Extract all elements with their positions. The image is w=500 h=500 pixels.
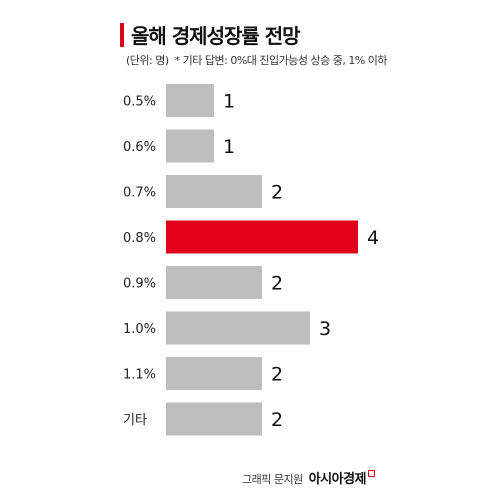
category-label: 0.5% xyxy=(123,95,156,110)
bar xyxy=(166,220,358,254)
chart-subtitle: (단위: 명) * 기타 답변: 0%대 진입가능성 상승 중, 1% 이하 xyxy=(126,52,388,68)
graphic-credit: 그래픽 문지원 xyxy=(242,473,303,486)
bar xyxy=(166,175,262,208)
category-label: 0.8% xyxy=(123,231,156,246)
bar xyxy=(166,266,262,299)
category-label: 0.6% xyxy=(123,140,156,155)
value-label: 4 xyxy=(367,227,379,249)
value-label: 2 xyxy=(271,273,283,295)
value-label: 2 xyxy=(271,364,283,386)
category-label: 1.0% xyxy=(123,322,156,337)
category-label: 1.1% xyxy=(123,368,156,383)
bar xyxy=(166,129,214,163)
value-label: 2 xyxy=(271,182,283,204)
credit-line: 그래픽 문지원 아시아경제 xyxy=(242,468,376,487)
category-label: 0.7% xyxy=(123,186,156,201)
chart-title: 올해 경제성장률 전망 xyxy=(131,24,301,48)
unit-label: (단위: 명) xyxy=(126,54,169,67)
bar xyxy=(166,402,262,436)
footnote-label: * 기타 답변: 0%대 진입가능성 상승 중, 1% 이하 xyxy=(174,54,388,67)
value-label: 2 xyxy=(271,409,283,431)
value-label: 3 xyxy=(319,318,331,340)
brand-mark-icon xyxy=(368,470,376,477)
brand-name: 아시아경제 xyxy=(308,472,367,487)
bar xyxy=(166,357,262,390)
value-label: 1 xyxy=(223,91,235,113)
bar xyxy=(166,311,310,345)
bar xyxy=(166,84,214,117)
category-label: 기타 xyxy=(123,413,147,428)
category-label: 0.9% xyxy=(123,277,156,292)
value-label: 1 xyxy=(223,136,235,158)
title-accent-bar xyxy=(120,23,124,47)
